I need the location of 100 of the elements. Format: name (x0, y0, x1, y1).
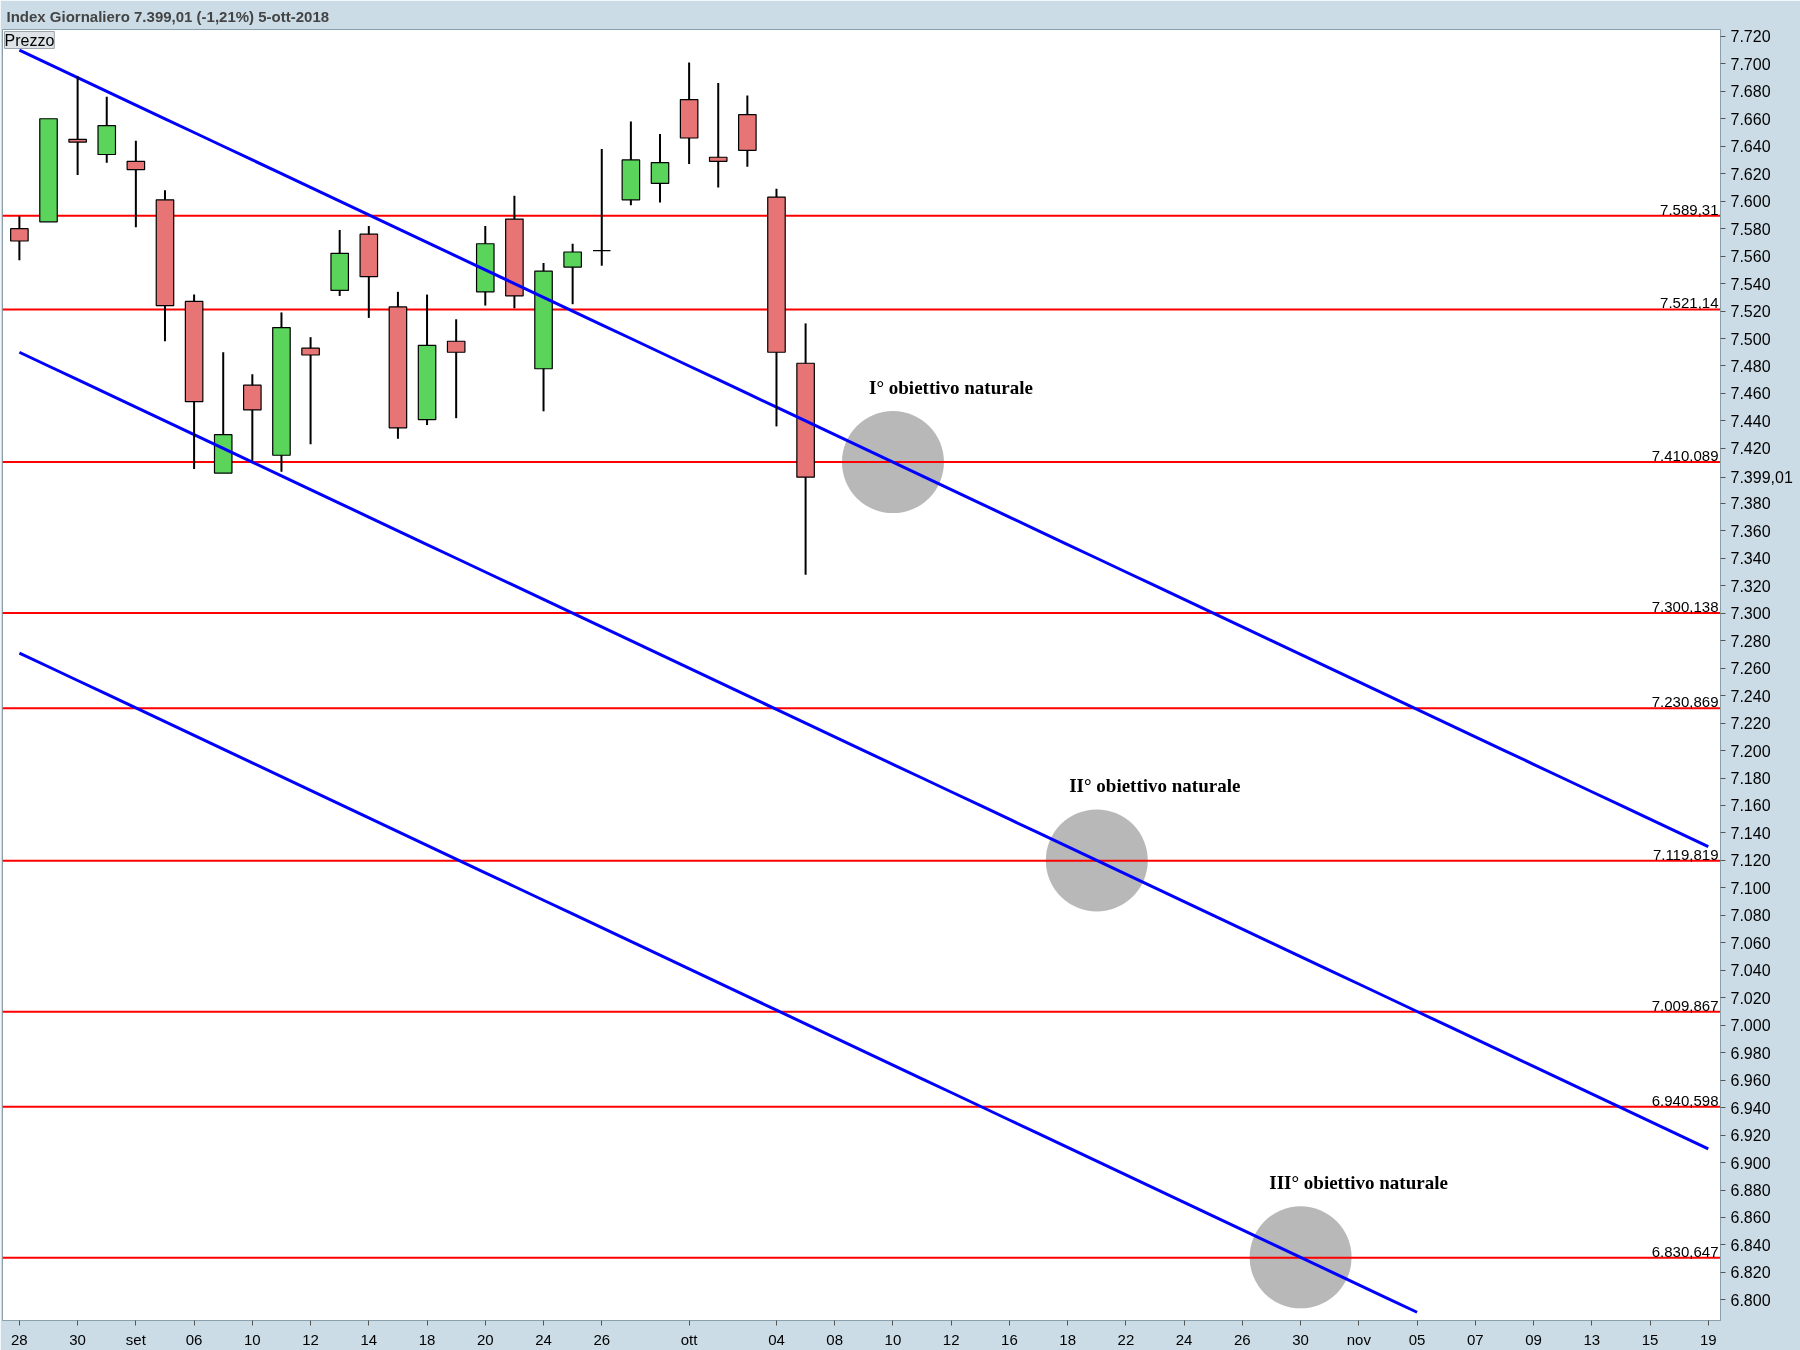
annotation: III° obiettivo naturale (1269, 1171, 1448, 1193)
y-tick-label: 7.040 (1730, 962, 1771, 980)
x-tick-label: 18 (418, 1330, 436, 1348)
x-tick-label: 28 (11, 1330, 28, 1348)
x-tick-label: 05 (1408, 1330, 1426, 1348)
x-tick-label: 24 (535, 1330, 552, 1348)
x-tick-label: 12 (942, 1330, 960, 1348)
x-tick-label: 18 (1059, 1330, 1077, 1348)
y-tick-label: 7.300 (1730, 605, 1771, 623)
candlestick (534, 261, 553, 413)
y-tick-label: 7.360 (1730, 522, 1771, 540)
x-tick-label: 06 (185, 1330, 203, 1348)
candlestick (359, 224, 379, 319)
y-tick-label: 7.399,01 (1730, 469, 1793, 487)
candlestick (796, 322, 815, 576)
y-tick-label: 6.900 (1730, 1154, 1771, 1172)
y-tick-label: 7.560 (1730, 248, 1771, 266)
x-tick-label: 12 (302, 1330, 319, 1348)
point (1249, 1206, 1352, 1309)
x-tick-label: 26 (1234, 1330, 1251, 1348)
y-tick-label: 7.160 (1730, 797, 1771, 815)
y-tick-label: 7.260 (1730, 660, 1771, 678)
x-tick-label: 09 (1525, 1330, 1542, 1348)
y-tick-label: 6.940 (1730, 1099, 1771, 1117)
candlestick (475, 224, 495, 307)
ref-line-label: 7.410,089 (1651, 447, 1719, 464)
y-tick-label: 7.280 (1730, 632, 1771, 650)
x-tick-label: 22 (1117, 1330, 1135, 1348)
chart-subtitle: Prezzo (4, 31, 55, 49)
candlestick (621, 120, 641, 207)
y-tick-label: 7.420 (1730, 440, 1771, 458)
annotation: II° obiettivo naturale (1069, 774, 1241, 796)
y-tick-label: 7.200 (1730, 742, 1771, 760)
ref-line-label: 6.830,647 (1651, 1242, 1719, 1260)
candlestick (97, 95, 117, 164)
point (1045, 809, 1148, 912)
y-tick-label: 7.680 (1730, 83, 1771, 101)
candlestick (39, 118, 58, 223)
y-tick-label: 7.580 (1730, 220, 1771, 238)
ref-line-label: 7.521,14 (1660, 294, 1719, 312)
y-tick-label: 7.500 (1730, 330, 1771, 348)
y-tick-label: 7.720 (1730, 28, 1771, 46)
x-tick-label: 14 (360, 1330, 378, 1348)
y-tick-label: 6.800 (1730, 1291, 1771, 1309)
candlestick (10, 215, 29, 262)
y-tick-label: 7.320 (1730, 577, 1771, 595)
y-tick-label: 6.960 (1730, 1072, 1771, 1090)
y-tick-label: 7.080 (1730, 907, 1771, 925)
y-tick-label: 6.840 (1730, 1236, 1771, 1254)
y-tick-label: 7.700 (1730, 55, 1771, 73)
ref-line-label: 7.230,869 (1651, 693, 1719, 711)
x-tick-label: 16 (1001, 1330, 1018, 1348)
x-tick-label: 30 (1292, 1330, 1309, 1348)
x-tick-label: 15 (1641, 1330, 1659, 1348)
x-tick-label: 04 (768, 1330, 785, 1348)
candlestick (446, 318, 466, 420)
y-tick-label: 7.100 (1730, 879, 1771, 897)
y-tick-label: 7.020 (1730, 989, 1771, 1007)
y-tick-label: 7.340 (1730, 550, 1771, 568)
candlestick (301, 336, 320, 446)
y-tick-label: 7.060 (1730, 934, 1771, 952)
y-tick-label: 7.220 (1730, 715, 1771, 733)
x-tick-label: 10 (884, 1330, 902, 1348)
candlestick (243, 373, 262, 462)
x-tick-label: set (125, 1330, 147, 1348)
x-tick-label: 13 (1583, 1330, 1601, 1348)
point (841, 411, 944, 514)
candlestick (592, 147, 612, 267)
annotation: I° obiettivo naturale (869, 376, 1033, 398)
candlestick (155, 189, 175, 343)
x-tick-label: 30 (69, 1330, 86, 1348)
candlestick (738, 94, 757, 168)
y-tick-label: 6.820 (1730, 1264, 1771, 1282)
y-tick-label: 7.240 (1730, 687, 1771, 705)
x-tick-label: 08 (826, 1330, 844, 1348)
y-tick-label: 6.860 (1730, 1209, 1771, 1227)
candlestick (330, 229, 350, 297)
x-tick-label: 26 (593, 1330, 611, 1348)
candlestick (68, 75, 87, 177)
x-tick-label: 07 (1466, 1330, 1484, 1348)
ref-line-label: 7.009,867 (1651, 996, 1719, 1014)
candlestick (679, 61, 699, 166)
y-tick-label: 7.620 (1730, 165, 1771, 183)
candlestick (650, 132, 670, 204)
chart-title: Index Giornaliero 7.399,01 (-1,21%) 5-ott-2018 (6, 7, 330, 25)
candlestick (417, 293, 437, 427)
y-tick-label: 7.520 (1730, 303, 1771, 321)
y-tick-label: 7.460 (1730, 385, 1771, 403)
candlestick (708, 82, 728, 189)
candlestick (505, 194, 524, 310)
y-tick-label: 7.600 (1730, 193, 1771, 211)
x-tick-label: nov (1346, 1330, 1372, 1348)
x-tick-label: 20 (476, 1330, 494, 1348)
x-tick-label: ott (680, 1330, 699, 1348)
y-tick-label: 7.540 (1730, 275, 1771, 293)
y-tick-label: 6.920 (1730, 1127, 1771, 1145)
y-tick-label: 7.640 (1730, 138, 1771, 156)
candlestick (126, 139, 146, 229)
x-tick-label: 24 (1175, 1330, 1193, 1348)
candlestick (272, 311, 291, 473)
